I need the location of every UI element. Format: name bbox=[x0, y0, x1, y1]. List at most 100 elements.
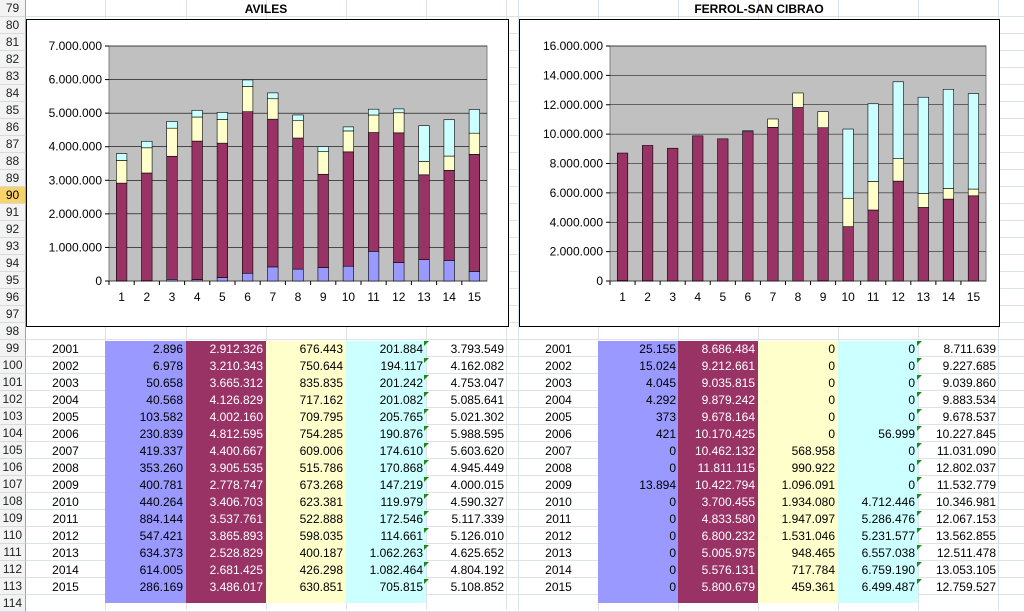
row-header[interactable]: 87 bbox=[0, 136, 26, 153]
value-cell[interactable]: 2.778.747 bbox=[187, 477, 263, 494]
value-cell[interactable]: 0 bbox=[599, 528, 676, 545]
value-cell[interactable]: 13.894 bbox=[599, 477, 676, 494]
value-cell[interactable]: 205.765 bbox=[347, 409, 423, 426]
value-cell[interactable]: 0 bbox=[599, 545, 676, 562]
bar-segment[interactable] bbox=[968, 196, 979, 281]
bar-segment[interactable] bbox=[268, 93, 279, 99]
bar-segment[interactable] bbox=[768, 119, 779, 127]
bar-segment[interactable] bbox=[419, 161, 430, 174]
value-cell[interactable]: 13.562.855 bbox=[919, 528, 996, 545]
value-cell[interactable]: 1.934.080 bbox=[759, 494, 835, 511]
bar-segment[interactable] bbox=[692, 136, 703, 281]
value-cell[interactable]: 1.062.263 bbox=[347, 545, 423, 562]
value-cell[interactable]: 634.373 bbox=[106, 545, 183, 562]
value-cell[interactable]: 522.888 bbox=[267, 511, 343, 528]
value-cell[interactable]: 630.851 bbox=[267, 579, 343, 596]
value-cell[interactable]: 568.958 bbox=[759, 443, 835, 460]
bar-segment[interactable] bbox=[268, 119, 279, 267]
row-header[interactable]: 98 bbox=[0, 323, 26, 340]
row-header[interactable]: 96 bbox=[0, 289, 26, 306]
value-cell[interactable]: 201.082 bbox=[347, 392, 423, 409]
bar-segment[interactable] bbox=[318, 152, 329, 175]
value-cell[interactable]: 5.576.131 bbox=[679, 562, 755, 579]
row-header[interactable]: 80 bbox=[0, 17, 26, 34]
bar-segment[interactable] bbox=[192, 117, 203, 141]
bar-segment[interactable] bbox=[818, 112, 829, 128]
value-cell[interactable]: 4.292 bbox=[599, 392, 676, 409]
bar-segment[interactable] bbox=[394, 263, 405, 281]
bar-segment[interactable] bbox=[268, 99, 279, 119]
value-cell[interactable]: 0 bbox=[839, 409, 915, 426]
value-cell[interactable]: 0 bbox=[759, 426, 835, 443]
row-header[interactable]: 93 bbox=[0, 238, 26, 255]
bar-segment[interactable] bbox=[444, 260, 455, 281]
value-cell[interactable]: 172.546 bbox=[347, 511, 423, 528]
value-cell[interactable]: 4.400.667 bbox=[187, 443, 263, 460]
row-header[interactable]: 89 bbox=[0, 170, 26, 187]
value-cell[interactable]: 440.264 bbox=[106, 494, 183, 511]
value-cell[interactable]: 990.922 bbox=[759, 460, 835, 477]
row-header[interactable]: 103 bbox=[0, 408, 26, 425]
row-header[interactable]: 112 bbox=[0, 561, 26, 578]
bar-segment[interactable] bbox=[743, 131, 754, 132]
value-cell[interactable]: 4.000.015 bbox=[427, 477, 504, 494]
bar-segment[interactable] bbox=[893, 159, 904, 181]
bar-segment[interactable] bbox=[818, 128, 829, 281]
year-cell[interactable]: 2009 bbox=[26, 477, 105, 494]
value-cell[interactable]: 0 bbox=[599, 443, 676, 460]
bar-segment[interactable] bbox=[343, 266, 354, 281]
value-cell[interactable]: 0 bbox=[759, 358, 835, 375]
value-cell[interactable]: 0 bbox=[759, 375, 835, 392]
year-cell[interactable]: 2011 bbox=[519, 511, 598, 528]
bar-segment[interactable] bbox=[718, 139, 729, 281]
row-header[interactable]: 83 bbox=[0, 68, 26, 85]
year-cell[interactable]: 2012 bbox=[519, 528, 598, 545]
bar-segment[interactable] bbox=[843, 198, 854, 226]
bar-segment[interactable] bbox=[642, 145, 653, 280]
bar-segment[interactable] bbox=[444, 120, 455, 156]
bar-segment[interactable] bbox=[167, 128, 178, 156]
bar-segment[interactable] bbox=[968, 189, 979, 196]
bar-segment[interactable] bbox=[192, 110, 203, 117]
year-cell[interactable]: 2014 bbox=[26, 562, 105, 579]
bar-segment[interactable] bbox=[893, 82, 904, 159]
bar-segment[interactable] bbox=[116, 160, 127, 183]
year-cell[interactable]: 2002 bbox=[519, 358, 598, 375]
bar-segment[interactable] bbox=[217, 119, 228, 143]
value-cell[interactable]: 9.227.685 bbox=[919, 358, 996, 375]
value-cell[interactable]: 373 bbox=[599, 409, 676, 426]
value-cell[interactable]: 6.800.232 bbox=[679, 528, 755, 545]
value-cell[interactable]: 12.759.527 bbox=[919, 579, 996, 596]
row-header[interactable]: 110 bbox=[0, 527, 26, 544]
bar-segment[interactable] bbox=[968, 94, 979, 189]
bar-segment[interactable] bbox=[368, 133, 379, 252]
value-cell[interactable]: 9.212.661 bbox=[679, 358, 755, 375]
value-cell[interactable]: 459.361 bbox=[759, 579, 835, 596]
bar-segment[interactable] bbox=[343, 127, 354, 131]
bar-segment[interactable] bbox=[242, 86, 253, 111]
value-cell[interactable]: 56.999 bbox=[839, 426, 915, 443]
bar-segment[interactable] bbox=[444, 156, 455, 170]
value-cell[interactable]: 705.815 bbox=[347, 579, 423, 596]
bar-segment[interactable] bbox=[419, 175, 430, 260]
value-cell[interactable]: 9.879.242 bbox=[679, 392, 755, 409]
value-cell[interactable]: 3.865.893 bbox=[187, 528, 263, 545]
year-cell[interactable]: 2005 bbox=[519, 409, 598, 426]
bar-segment[interactable] bbox=[116, 154, 127, 161]
row-header[interactable]: 108 bbox=[0, 493, 26, 510]
value-cell[interactable]: 835.835 bbox=[267, 375, 343, 392]
value-cell[interactable]: 6.557.038 bbox=[839, 545, 915, 562]
value-cell[interactable]: 40.568 bbox=[106, 392, 183, 409]
value-cell[interactable]: 0 bbox=[839, 443, 915, 460]
row-header[interactable]: 114 bbox=[0, 595, 26, 612]
row-header[interactable]: 91 bbox=[0, 204, 26, 221]
value-cell[interactable]: 9.039.860 bbox=[919, 375, 996, 392]
value-cell[interactable]: 119.979 bbox=[347, 494, 423, 511]
bar-segment[interactable] bbox=[116, 183, 127, 281]
bar-segment[interactable] bbox=[868, 181, 879, 210]
value-cell[interactable]: 0 bbox=[599, 562, 676, 579]
row-header[interactable]: 107 bbox=[0, 476, 26, 493]
value-cell[interactable]: 4.002.160 bbox=[187, 409, 263, 426]
value-cell[interactable]: 2.681.425 bbox=[187, 562, 263, 579]
